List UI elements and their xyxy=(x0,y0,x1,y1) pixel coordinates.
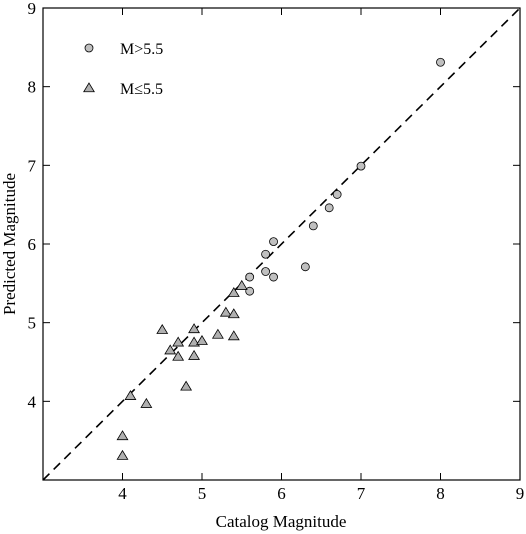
y-tick-label: 8 xyxy=(28,78,37,97)
point-m-gt-5-5 xyxy=(308,221,318,231)
x-tick-label: 7 xyxy=(357,484,366,503)
x-tick-label: 6 xyxy=(277,484,286,503)
y-tick-label: 9 xyxy=(28,0,37,18)
point-m-le-5-5 xyxy=(164,344,177,355)
point-m-le-5-5 xyxy=(188,349,201,360)
point-m-le-5-5 xyxy=(140,397,153,408)
y-tick-label: 7 xyxy=(28,156,37,175)
x-tick-label: 5 xyxy=(198,484,207,503)
point-m-gt-5-5 xyxy=(245,272,255,282)
point-m-le-5-5 xyxy=(116,430,129,441)
point-m-le-5-5 xyxy=(124,390,137,400)
x-tick-label: 4 xyxy=(118,484,127,503)
legend-label-m-gt-5-5: M>5.5 xyxy=(120,41,163,58)
point-m-le-5-5 xyxy=(227,286,240,297)
x-tick-label: 9 xyxy=(516,484,525,503)
point-m-le-5-5 xyxy=(180,380,193,391)
y-tick-label: 4 xyxy=(28,392,37,411)
point-m-gt-5-5 xyxy=(356,161,366,171)
point-m-le-5-5 xyxy=(227,308,240,319)
point-m-le-5-5 xyxy=(156,323,169,334)
y-tick-label: 6 xyxy=(28,235,37,254)
point-m-gt-5-5 xyxy=(324,203,334,213)
point-m-le-5-5 xyxy=(235,279,248,290)
point-m-le-5-5 xyxy=(172,350,185,361)
ticks: 4 5 6 7 8 9 4 5 6 7 8 9 xyxy=(28,0,525,503)
y-axis-title: Predicted Magnitude xyxy=(0,173,19,315)
x-axis-title: Catalog Magnitude xyxy=(216,512,347,531)
point-m-le-5-5 xyxy=(172,336,185,347)
point-m-le-5-5 xyxy=(227,330,240,341)
point-m-gt-5-5 xyxy=(269,272,278,282)
point-m-le-5-5 xyxy=(211,328,224,339)
point-m-gt-5-5 xyxy=(261,267,271,276)
legend-label-m-le-5-5: M≤5.5 xyxy=(120,81,163,98)
point-m-gt-5-5 xyxy=(300,262,310,272)
y-tick-label: 5 xyxy=(28,314,37,333)
reference-line xyxy=(42,7,521,481)
point-m-le-5-5 xyxy=(188,323,201,334)
point-m-gt-5-5 xyxy=(436,57,445,67)
data-points xyxy=(116,57,445,460)
x-tick-label: 8 xyxy=(436,484,445,503)
point-m-le-5-5 xyxy=(116,449,129,460)
point-m-le-5-5 xyxy=(196,334,208,345)
point-m-gt-5-5 xyxy=(245,286,255,296)
legend-marker-m-gt-5-5 xyxy=(84,43,94,53)
point-m-gt-5-5 xyxy=(269,237,278,247)
point-m-gt-5-5 xyxy=(332,190,342,199)
point-m-gt-5-5 xyxy=(261,249,271,259)
legend-marker-m-le-5-5 xyxy=(83,82,95,93)
legend: M>5.5 M≤5.5 xyxy=(83,41,163,98)
point-m-le-5-5 xyxy=(219,306,232,317)
